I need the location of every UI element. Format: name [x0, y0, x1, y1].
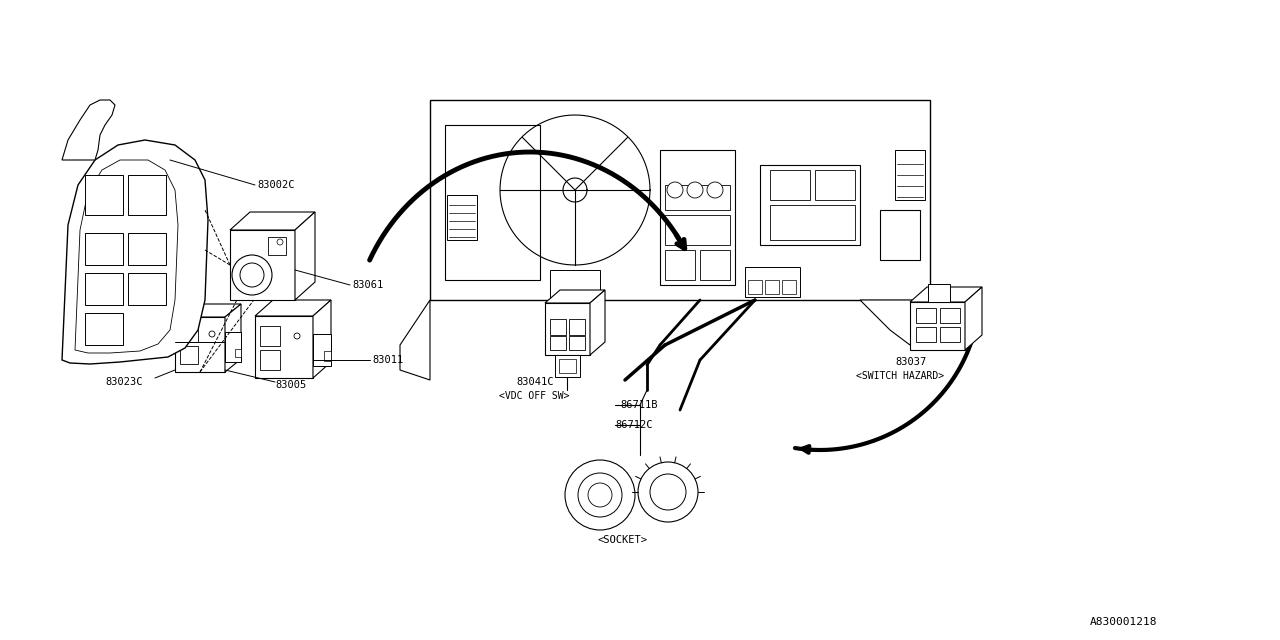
Bar: [550, 336, 566, 350]
Bar: [128, 273, 166, 305]
Bar: [550, 319, 566, 335]
Text: 83037: 83037: [895, 357, 927, 367]
Bar: [910, 302, 965, 350]
Bar: [895, 150, 925, 200]
Bar: [666, 215, 730, 245]
Polygon shape: [590, 290, 605, 355]
Circle shape: [209, 331, 215, 337]
Polygon shape: [294, 212, 315, 300]
Bar: [84, 273, 123, 305]
Bar: [180, 346, 198, 364]
Bar: [748, 280, 762, 294]
Bar: [447, 195, 477, 240]
Bar: [260, 350, 280, 370]
Bar: [570, 319, 585, 335]
Bar: [928, 284, 950, 302]
Bar: [765, 280, 780, 294]
Bar: [771, 170, 810, 200]
Bar: [550, 270, 600, 300]
Bar: [570, 336, 585, 350]
Bar: [255, 316, 314, 378]
Text: 83011: 83011: [372, 355, 403, 365]
Bar: [916, 327, 936, 342]
Bar: [666, 185, 730, 210]
Polygon shape: [230, 212, 315, 230]
Bar: [128, 233, 166, 265]
Bar: [660, 150, 735, 285]
Bar: [556, 355, 580, 377]
Bar: [324, 351, 332, 361]
Text: 83002C: 83002C: [257, 180, 294, 190]
Polygon shape: [225, 304, 241, 372]
Bar: [268, 237, 285, 255]
Bar: [666, 250, 695, 280]
Bar: [128, 175, 166, 215]
Text: A830001218: A830001218: [1091, 617, 1157, 627]
Bar: [760, 165, 860, 245]
Bar: [940, 327, 960, 342]
Polygon shape: [255, 300, 332, 316]
Bar: [260, 326, 280, 346]
Circle shape: [276, 239, 283, 245]
Circle shape: [650, 474, 686, 510]
Polygon shape: [401, 300, 430, 380]
Text: <VDC OFF SW>: <VDC OFF SW>: [499, 391, 570, 401]
Bar: [430, 100, 931, 300]
Bar: [782, 280, 796, 294]
Circle shape: [564, 460, 635, 530]
Bar: [745, 267, 800, 297]
Bar: [180, 324, 198, 342]
Polygon shape: [860, 300, 931, 345]
Polygon shape: [61, 140, 209, 364]
Bar: [84, 313, 123, 345]
Bar: [700, 250, 730, 280]
Polygon shape: [175, 304, 241, 317]
Bar: [175, 317, 225, 372]
Bar: [314, 334, 332, 366]
Text: 83041C: 83041C: [516, 377, 553, 387]
Polygon shape: [965, 287, 982, 350]
Bar: [916, 308, 936, 323]
Text: <SOCKET>: <SOCKET>: [596, 535, 646, 545]
Bar: [445, 125, 540, 280]
Polygon shape: [314, 300, 332, 378]
Text: 83023C: 83023C: [105, 377, 142, 387]
Bar: [545, 303, 590, 355]
Bar: [84, 233, 123, 265]
Bar: [771, 205, 855, 240]
Text: <SWITCH HAZARD>: <SWITCH HAZARD>: [856, 371, 945, 381]
Circle shape: [241, 263, 264, 287]
Text: 83061: 83061: [352, 280, 383, 290]
Text: 83005: 83005: [275, 380, 306, 390]
Circle shape: [707, 182, 723, 198]
Polygon shape: [76, 160, 178, 353]
Circle shape: [579, 473, 622, 517]
Bar: [84, 175, 123, 215]
Circle shape: [667, 182, 684, 198]
Circle shape: [232, 255, 273, 295]
Polygon shape: [61, 100, 115, 160]
Circle shape: [637, 462, 698, 522]
Circle shape: [687, 182, 703, 198]
Polygon shape: [910, 287, 982, 302]
Circle shape: [588, 483, 612, 507]
Bar: [559, 359, 576, 373]
Circle shape: [294, 333, 300, 339]
Bar: [940, 308, 960, 323]
Bar: [815, 170, 855, 200]
Bar: [230, 230, 294, 300]
Text: 86712C: 86712C: [614, 420, 653, 430]
Bar: [236, 349, 241, 357]
Polygon shape: [545, 290, 605, 303]
Bar: [881, 210, 920, 260]
Text: 86711B: 86711B: [620, 400, 658, 410]
Bar: [225, 332, 241, 362]
